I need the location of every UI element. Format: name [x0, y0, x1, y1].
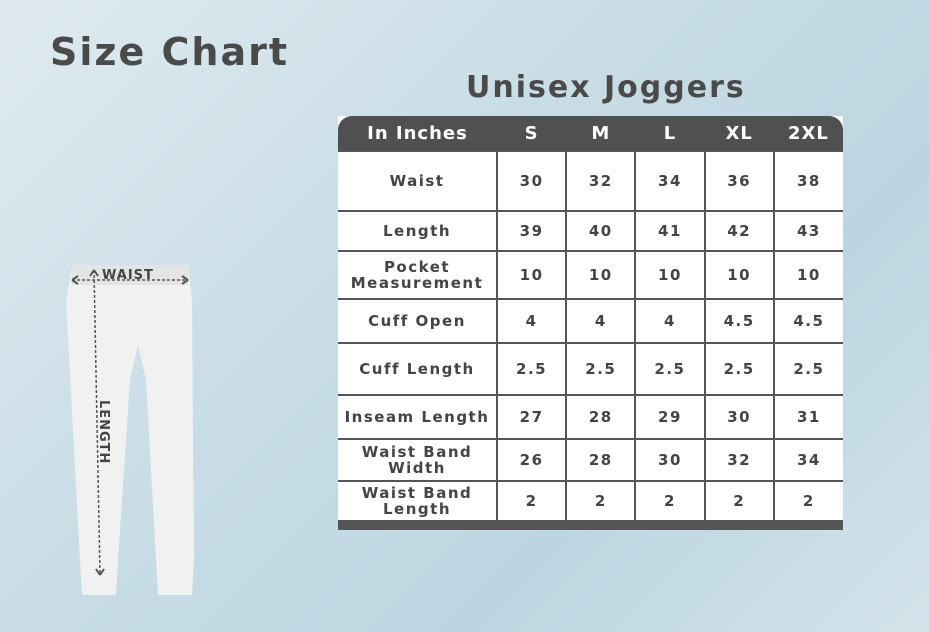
size-value: 32: [703, 438, 775, 482]
size-header: M: [566, 116, 636, 151]
size-value: 30: [634, 438, 706, 482]
table-row: Cuff Length 2.5 2.5 2.5 2.5 2.5: [338, 342, 843, 396]
row-label: Cuff Length: [338, 342, 498, 396]
row-label: Waist: [338, 150, 498, 212]
size-value: 27: [495, 394, 568, 440]
size-value: 4: [565, 298, 637, 344]
table-row: Waist 30 32 34 36 38: [338, 150, 843, 212]
length-arrow: [93, 269, 101, 576]
size-value: 10: [634, 250, 706, 300]
length-label: LENGTH: [96, 400, 111, 464]
size-value: 2.5: [495, 342, 568, 396]
size-value: 36: [703, 150, 775, 212]
table-row: Cuff Open 4 4 4 4.5 4.5: [338, 298, 843, 344]
row-label: Length: [338, 210, 498, 252]
size-header: S: [497, 116, 567, 151]
size-value: 2: [703, 480, 775, 522]
size-value: 2.5: [772, 342, 843, 396]
size-value: 2: [634, 480, 706, 522]
size-value: 10: [495, 250, 568, 300]
table-footer-bar: [338, 521, 843, 530]
size-value: 30: [703, 394, 775, 440]
size-value: 28: [565, 394, 637, 440]
row-label: Waist Band Length: [338, 480, 498, 522]
size-value: 39: [495, 210, 568, 252]
joggers-illustration: [66, 268, 194, 595]
size-table: In Inches S M L XL 2XL Waist 30 32 34 36 38 Length 3…: [338, 116, 843, 530]
table-row: Waist Band Width 26 28 30 32 34: [338, 438, 843, 482]
size-value: 29: [634, 394, 706, 440]
joggers-diagram: WAIST LENGTH: [66, 265, 194, 595]
size-value: 34: [634, 150, 706, 212]
size-value: 38: [772, 150, 843, 212]
size-value: 40: [565, 210, 637, 252]
size-value: 4: [495, 298, 568, 344]
size-value: 4.5: [772, 298, 843, 344]
size-value: 2: [772, 480, 843, 522]
size-value: 2.5: [634, 342, 706, 396]
row-label: Pocket Measurement: [338, 250, 498, 300]
size-value: 41: [634, 210, 706, 252]
table-row: Waist Band Length 2 2 2 2 2: [338, 480, 843, 522]
size-value: 10: [703, 250, 775, 300]
size-value: 42: [703, 210, 775, 252]
row-label: Inseam Length: [338, 394, 498, 440]
size-value: 32: [565, 150, 637, 212]
size-header: L: [635, 116, 705, 151]
size-value: 43: [772, 210, 843, 252]
table-row: Length 39 40 41 42 43: [338, 210, 843, 252]
row-label: Waist Band Width: [338, 438, 498, 482]
page-title: Size Chart: [50, 30, 290, 74]
unit-header: In Inches: [338, 116, 497, 151]
size-value: 4.5: [703, 298, 775, 344]
size-value: 30: [495, 150, 568, 212]
size-value: 2: [495, 480, 568, 522]
size-header: 2XL: [773, 116, 843, 151]
table-row: Pocket Measurement 10 10 10 10 10: [338, 250, 843, 300]
size-value: 2.5: [565, 342, 637, 396]
size-value: 26: [495, 438, 568, 482]
size-value: 10: [772, 250, 843, 300]
size-value: 10: [565, 250, 637, 300]
table-row: Inseam Length 27 28 29 30 31: [338, 394, 843, 440]
size-value: 31: [772, 394, 843, 440]
row-label: Cuff Open: [338, 298, 498, 344]
size-value: 34: [772, 438, 843, 482]
product-title: Unisex Joggers: [466, 70, 746, 105]
size-value: 4: [634, 298, 706, 344]
size-value: 2: [565, 480, 637, 522]
header-row: In Inches S M L XL 2XL: [338, 116, 843, 151]
size-value: 2.5: [703, 342, 775, 396]
size-header: XL: [704, 116, 774, 151]
size-value: 28: [565, 438, 637, 482]
waist-label: WAIST: [102, 268, 154, 283]
